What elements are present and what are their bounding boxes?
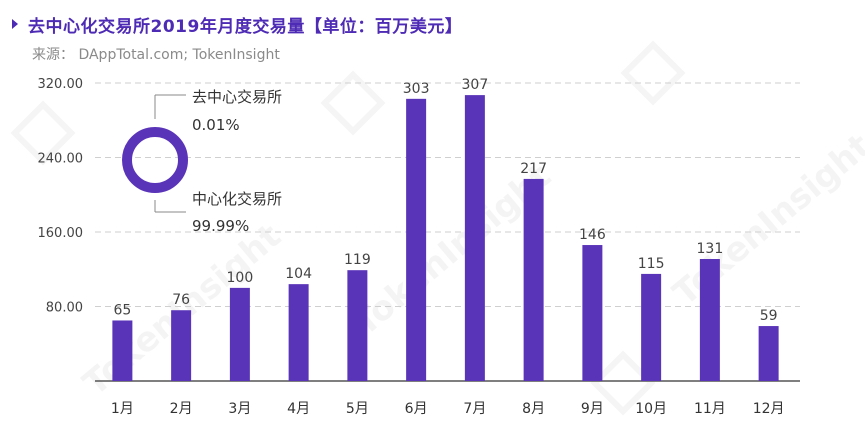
- bar-value-label: 115: [638, 256, 665, 272]
- donut-label-name: 中心化交易所: [192, 190, 282, 208]
- bar: [347, 270, 368, 381]
- title-row: 去中心化交易所2019年月度交易量【单位：百万美元】: [12, 12, 463, 37]
- chart-title: 去中心化交易所2019年月度交易量【单位：百万美元】: [28, 16, 463, 37]
- x-tick-label: 1月: [111, 401, 134, 417]
- bar-value-label: 104: [285, 266, 312, 282]
- x-tick-label: 5月: [346, 401, 369, 417]
- bar: [758, 326, 779, 381]
- bar-value-label: 217: [520, 161, 547, 177]
- x-tick-label: 2月: [170, 401, 193, 417]
- x-tick-label: 8月: [522, 401, 545, 417]
- bar: [406, 98, 427, 382]
- y-tick-label: 80.00: [46, 301, 83, 316]
- x-tick-label: 6月: [405, 401, 428, 417]
- source-note: 来源： DAppTotal.com; TokenInsight: [32, 47, 280, 63]
- bar-value-label: 59: [760, 308, 778, 324]
- bar: [641, 273, 662, 381]
- bar: [229, 287, 250, 381]
- x-tick-label: 11月: [694, 401, 726, 417]
- bar-value-label: 65: [113, 302, 131, 318]
- bar-value-label: 307: [462, 77, 489, 93]
- bar: [112, 320, 133, 381]
- bar-value-label: 100: [227, 270, 254, 286]
- bar-value-label: 131: [697, 241, 724, 257]
- x-tick-label: 10月: [635, 401, 667, 417]
- bar: [523, 178, 544, 381]
- y-tick-label: 160.00: [38, 226, 84, 241]
- donut-label-value: 99.99%: [192, 217, 249, 235]
- bar: [464, 95, 485, 381]
- donut-label-value: 0.01%: [192, 116, 240, 134]
- x-tick-label: 7月: [463, 401, 486, 417]
- x-tick-label: 4月: [287, 401, 310, 417]
- bar-value-label: 303: [403, 81, 430, 97]
- bar-value-label: 119: [344, 252, 371, 268]
- donut-ring: [122, 127, 188, 193]
- x-tick-label: 3月: [228, 401, 251, 417]
- bar: [582, 245, 603, 381]
- y-tick-label: 320.00: [38, 77, 84, 92]
- bar: [288, 284, 309, 381]
- y-tick-label: 240.00: [38, 152, 84, 167]
- bar: [699, 259, 720, 381]
- bar-value-label: 76: [172, 292, 190, 308]
- triangle-bullet-icon: [12, 19, 18, 29]
- x-tick-label: 12月: [753, 401, 785, 417]
- donut-label-name: 去中心交易所: [192, 88, 282, 106]
- bar: [171, 310, 192, 381]
- x-tick-label: 9月: [581, 401, 604, 417]
- bar-value-label: 146: [579, 227, 606, 243]
